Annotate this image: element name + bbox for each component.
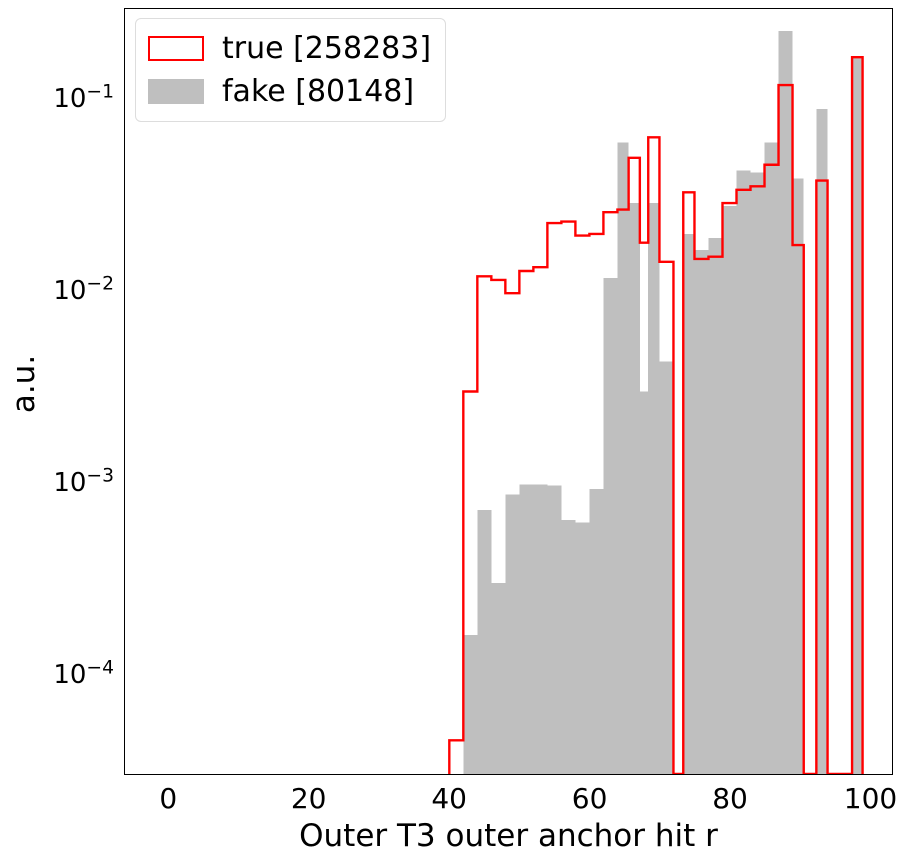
legend-swatch-fake-icon — [148, 79, 204, 104]
x-tick-label: 60 — [571, 782, 608, 815]
fake-bin — [722, 205, 737, 774]
fake-bin — [505, 494, 520, 774]
fake-bin — [659, 361, 674, 774]
legend-label-fake: fake [80148] — [222, 73, 415, 109]
fake-bin — [477, 510, 492, 774]
x-tick-label: 100 — [843, 782, 898, 815]
fake-bin — [547, 485, 562, 774]
fake-bin — [639, 391, 649, 774]
legend-entry-fake: fake [80148] — [148, 70, 431, 113]
x-axis-label-text: Outer T3 outer anchor hit r — [299, 818, 718, 854]
fake-bin — [628, 203, 640, 774]
x-tick-label: 0 — [159, 782, 178, 815]
fake-bin — [852, 57, 863, 774]
fake-bin — [816, 109, 828, 774]
fake-histogram-fill — [463, 31, 863, 774]
fake-bin — [533, 484, 548, 774]
fake-bin — [603, 277, 618, 774]
fake-bin — [561, 519, 576, 774]
legend: true [258283] fake [80148] — [135, 18, 447, 122]
fake-bin — [778, 31, 793, 774]
fake-bin — [491, 582, 506, 774]
fake-bin — [617, 142, 629, 774]
fake-bin — [708, 238, 723, 774]
histogram-canvas — [448, 31, 864, 774]
fake-bin — [463, 634, 478, 774]
true-histogram-step — [448, 55, 864, 774]
fake-bin — [764, 142, 779, 774]
x-axis-label: Outer T3 outer anchor hit r — [124, 818, 893, 854]
fake-bin — [589, 488, 604, 774]
x-tick-label: 40 — [431, 782, 467, 815]
x-tick-label: 80 — [712, 782, 748, 815]
legend-label-true: true [258283] — [222, 30, 432, 66]
legend-entry-true: true [258283] — [148, 27, 431, 70]
legend-swatch-true-icon — [148, 36, 204, 61]
true-step-path — [448, 55, 864, 774]
fake-bin — [648, 203, 660, 774]
fake-bin — [736, 170, 751, 774]
fake-bin — [683, 233, 695, 774]
fake-bin — [519, 484, 534, 774]
fake-bin — [575, 522, 590, 774]
x-tick-label: 20 — [290, 782, 327, 815]
plot-area — [124, 8, 893, 775]
fake-bin — [792, 178, 804, 774]
fake-bin — [694, 249, 709, 774]
fake-bin — [750, 172, 765, 774]
